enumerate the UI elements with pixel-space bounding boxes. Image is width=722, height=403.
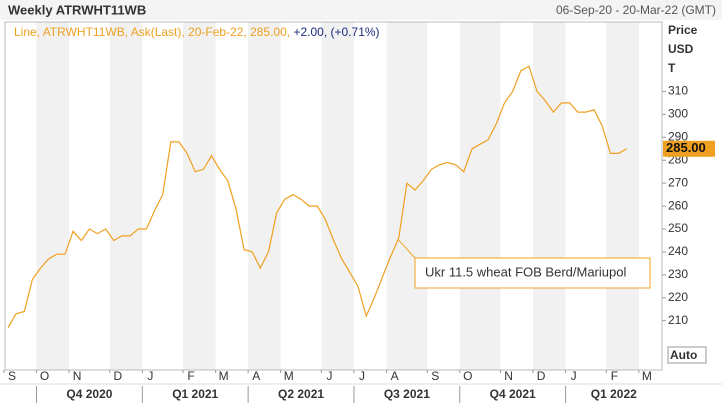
quarter-label: Q2 2021 [278,387,324,401]
header-bar [0,0,722,20]
x-tick-label: J [147,369,153,383]
y-tick-label: 310 [668,84,688,98]
month-band [248,22,281,370]
x-tick-label: O [40,369,49,383]
x-tick-label: F [611,369,618,383]
y-tick-label: 300 [668,107,688,121]
y-tick-label: 260 [668,198,688,212]
plot-frame [4,21,663,371]
auto-button[interactable] [667,346,707,364]
month-band [321,22,354,370]
x-tick-label: M [284,369,294,383]
x-tick-label: S [8,369,16,383]
month-band [183,22,216,370]
x-tick-label: D [113,369,122,383]
x-tick-label: J [571,369,577,383]
auto-button-label[interactable]: Auto [670,348,697,362]
last-value-label: 285.00 [666,140,706,155]
quarter-label: Q4 2021 [490,387,536,401]
month-band [109,22,143,370]
x-tick-label: M [642,369,652,383]
y-tick-label: 210 [668,313,688,327]
axis-label: T [668,61,676,75]
month-band [386,22,428,370]
last-value-box [663,140,715,157]
date-range: 06-Sep-20 - 20-Mar-22 (GMT) [556,3,716,17]
x-tick-label: N [73,369,82,383]
legend-text: Line, ATRWHT11WB, Ask(Last), 20-Feb-22, … [14,25,380,39]
month-band [36,22,70,370]
annotation-box [414,257,651,289]
x-tick-label: J [326,369,332,383]
quarter-label: Q1 2022 [591,387,637,401]
y-tick-label: 240 [668,244,688,258]
month-band [606,22,639,370]
x-tick-label: F [187,369,194,383]
month-band [459,22,501,370]
quarter-label: Q4 2020 [66,387,112,401]
quarter-label: Q1 2021 [172,387,218,401]
annotation-text: Ukr 11.5 wheat FOB Berd/Mariupol [425,264,626,279]
x-tick-label: A [391,369,399,383]
x-tick-label: N [504,369,513,383]
x-tick-label: M [219,369,229,383]
y-tick-label: 220 [668,290,688,304]
annotation-connector [398,239,416,259]
quarter-label: Q3 2021 [384,387,430,401]
axis-label: USD [668,42,694,56]
chart-title: Weekly ATRWHT11WB [8,2,146,17]
x-tick-label: O [463,369,472,383]
x-tick-label: D [537,369,546,383]
x-tick-label: J [359,369,365,383]
y-tick-label: 290 [668,129,688,143]
y-tick-label: 250 [668,221,688,235]
y-tick-label: 230 [668,267,688,281]
y-tick-label: 270 [668,175,688,189]
axis-label: Price [668,23,698,37]
x-tick-label: S [431,369,439,383]
price-line [7,65,627,328]
month-band [533,22,566,370]
x-tick-label: A [252,369,260,383]
